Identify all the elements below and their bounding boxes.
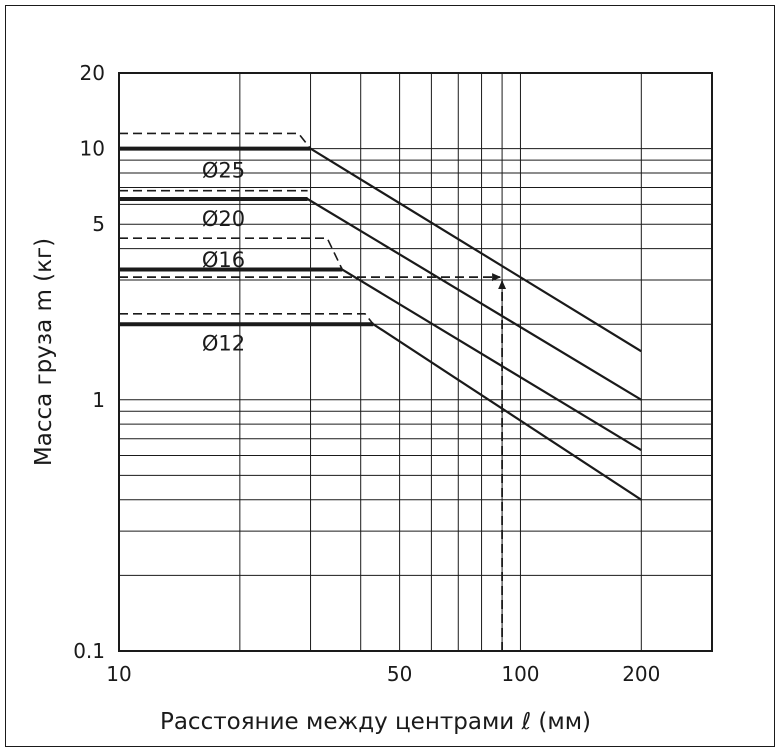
series-line-d16-dashed: [119, 237, 344, 270]
series-line-d25-solid-bold: [119, 147, 642, 353]
x-axis-title: Расстояние между центрами ℓ (мм): [160, 709, 591, 735]
y-tick-label: 1: [92, 388, 105, 412]
series-line-d12-dashed: [119, 312, 374, 325]
chart-frame: Ø25 Ø20 Ø16 Ø12 10 50 100 200 0.1 1 5 10 20 Расстоян…: [5, 5, 775, 747]
x-tick-label: 10: [106, 662, 131, 686]
series-label-d12: Ø12: [202, 332, 245, 356]
y-tick-label: 10: [80, 137, 105, 161]
series-lines: [119, 132, 642, 501]
x-tick-label: 200: [622, 662, 660, 686]
series-line-d20-solid-bold: [119, 197, 642, 401]
series-line-d16-solid-bold: [119, 268, 642, 452]
x-tick-label: 50: [387, 662, 412, 686]
plot-area-border: [118, 72, 713, 652]
series-label-d20: Ø20: [202, 207, 245, 231]
series-label-d16: Ø16: [202, 248, 245, 272]
grid: [119, 73, 712, 651]
series-label-d25: Ø25: [202, 159, 245, 183]
series-line-d25-dashed: [119, 132, 312, 150]
load-mass-chart: Ø25 Ø20 Ø16 Ø12 10 50 100 200 0.1 1 5 10 20 Расстоян…: [31, 61, 713, 735]
x-tick-label: 100: [501, 662, 539, 686]
y-tick-label: 0.1: [73, 639, 105, 663]
axes: 10 50 100 200 0.1 1 5 10 20 Расстояние между цент…: [31, 61, 713, 735]
annotations: Ø25 Ø20 Ø16 Ø12: [119, 159, 507, 651]
y-tick-label: 20: [80, 61, 105, 85]
y-axis-title: Масса груза m (кг): [31, 238, 57, 466]
series-line-d12-solid-bold: [119, 323, 642, 501]
y-tick-label: 5: [92, 212, 105, 236]
